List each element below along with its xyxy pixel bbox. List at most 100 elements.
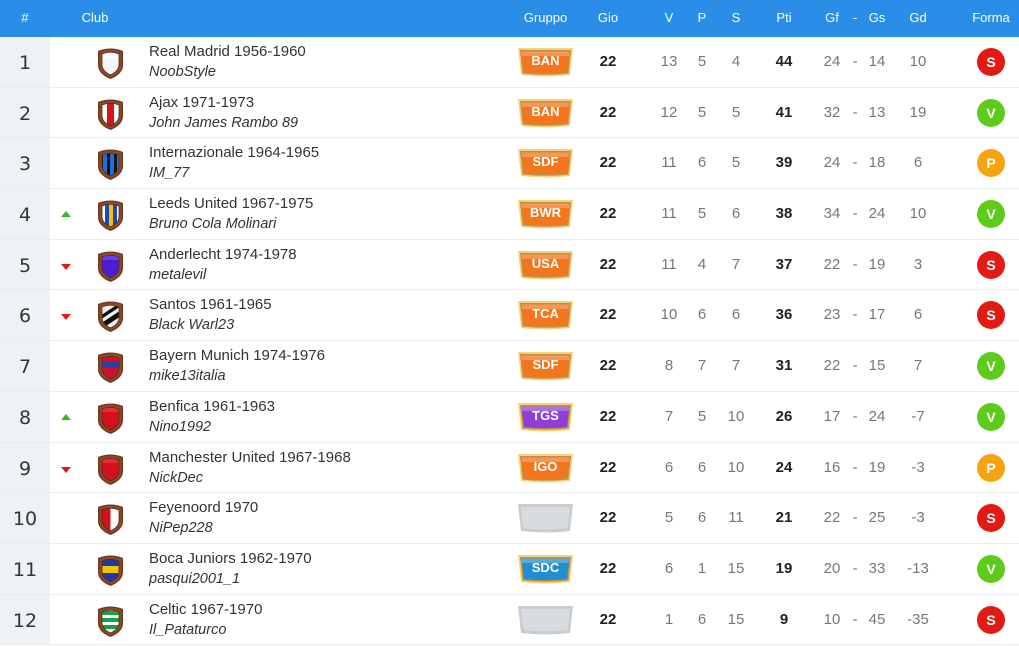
rank-number: 1 — [18, 52, 32, 74]
table-row[interactable]: 6 Santos 1961-1965 Black Warl23 TCA 22 1… — [0, 290, 1019, 342]
group-badge[interactable]: SDF — [515, 147, 576, 179]
group-badge[interactable]: TCA — [515, 299, 576, 331]
manager-name[interactable]: Black Warl23 — [149, 317, 235, 334]
table-row[interactable]: 8 Benfica 1961-1963 Nino1992 TGS 22 7 5 … — [0, 391, 1019, 443]
table-row[interactable]: 5 Anderlecht 1974-1978 metalevil USA 22 … — [0, 239, 1019, 291]
header-form[interactable]: Forma — [972, 10, 1010, 25]
manager-name[interactable]: IM_77 — [149, 165, 190, 182]
form-badge: V — [977, 98, 1005, 127]
header-group[interactable]: Gruppo — [523, 10, 568, 25]
club-name[interactable]: Benfica 1961-1963 — [149, 397, 275, 415]
goals-separator: - — [852, 306, 858, 324]
table-row[interactable]: 12 Celtic 1967-1970 Il_Pataturco 22 1 6 … — [0, 594, 1019, 646]
group-badge[interactable]: IGO — [515, 452, 576, 484]
won-value: 13 — [660, 53, 678, 70]
rank-number: 7 — [18, 356, 32, 379]
won-value: 12 — [660, 103, 678, 121]
club-name[interactable]: Leeds United 1967-1975 — [149, 195, 314, 213]
header-lost[interactable]: S — [731, 10, 741, 25]
club-name[interactable]: Feyenoord 1970 — [149, 499, 259, 517]
goals-against-value: 33 — [868, 559, 886, 577]
won-value: 10 — [660, 306, 678, 324]
goals-separator: - — [852, 509, 858, 527]
goal-diff-value: -13 — [907, 559, 929, 577]
form-badge: S — [977, 504, 1005, 533]
group-badge-label: IGO — [533, 458, 558, 474]
manager-name[interactable]: NickDec — [149, 469, 203, 486]
manager-name[interactable]: Bruno Cola Molinari — [149, 216, 277, 233]
header-points[interactable]: Pti — [776, 10, 792, 25]
club-name[interactable]: Bayern Munich 1974-1976 — [149, 347, 325, 365]
table-row[interactable]: 7 Bayern Munich 1974-1976 mike13italia S… — [0, 341, 1019, 392]
lost-value: 5 — [731, 103, 741, 121]
goal-diff-value: 6 — [913, 154, 923, 172]
goal-diff-value: -3 — [911, 509, 925, 527]
played-value: 22 — [599, 559, 617, 577]
club-name[interactable]: Boca Juniors 1962-1970 — [149, 549, 312, 567]
goals-separator: - — [852, 559, 858, 577]
rank-cell — [0, 493, 50, 543]
header-rank[interactable]: # — [21, 10, 29, 25]
drawn-value: 6 — [697, 509, 707, 527]
club-name[interactable]: Santos 1961-1965 — [149, 296, 272, 314]
table-row[interactable]: 2 Ajax 1971-1973 John James Rambo 89 BAN… — [0, 87, 1019, 139]
goals-against-value: 24 — [868, 407, 886, 425]
table-row[interactable]: 4 Leeds United 1967-1975 Bruno Cola Moli… — [0, 189, 1019, 240]
club-name[interactable]: Ajax 1971-1973 — [149, 93, 255, 111]
table-row[interactable]: 11 Boca Juniors 1962-1970 pasqui2001_1 S… — [0, 543, 1019, 595]
header-goals-against[interactable]: Gs — [868, 10, 886, 25]
group-badge[interactable]: SDC — [515, 553, 576, 585]
club-shield-icon — [98, 454, 123, 485]
goal-diff-value: -7 — [911, 407, 925, 425]
manager-name[interactable]: Nino1992 — [149, 418, 212, 435]
rank-cell — [0, 189, 50, 239]
header-played[interactable]: Gio — [597, 10, 619, 25]
rank-number: 10 — [12, 508, 38, 531]
header-won[interactable]: V — [664, 10, 674, 25]
lost-value: 10 — [727, 407, 745, 425]
played-value: 22 — [599, 357, 617, 375]
table-row[interactable]: 10 Feyenoord 1970 NiPep228 22 5 6 11 21 … — [0, 493, 1019, 544]
group-badge[interactable]: BAN — [515, 97, 576, 129]
group-badge[interactable] — [515, 502, 576, 534]
drawn-value: 6 — [697, 610, 707, 628]
group-badge[interactable]: BWR — [515, 198, 576, 230]
manager-name[interactable]: John James Rambo 89 — [149, 114, 299, 131]
goals-for-value: 24 — [823, 154, 841, 172]
header-goal-diff[interactable]: Gd — [909, 10, 927, 25]
lost-value: 7 — [731, 357, 741, 375]
rank-number: 2 — [18, 102, 32, 125]
manager-name[interactable]: NoobStyle — [149, 64, 216, 80]
drawn-value: 6 — [697, 458, 707, 476]
group-badge[interactable]: USA — [515, 249, 576, 281]
manager-name[interactable]: Il_Pataturco — [149, 621, 227, 638]
club-name[interactable]: Internazionale 1964-1965 — [149, 144, 320, 162]
group-badge[interactable] — [515, 604, 576, 636]
group-badge[interactable]: BAN — [515, 46, 576, 78]
rank-number: 12 — [12, 609, 38, 632]
manager-name[interactable]: pasqui2001_1 — [149, 570, 241, 587]
club-name[interactable]: Real Madrid 1956-1960 — [149, 43, 306, 60]
won-value: 11 — [661, 205, 677, 223]
header-drawn[interactable]: P — [697, 10, 707, 25]
played-value: 22 — [599, 205, 617, 223]
manager-name[interactable]: mike13italia — [149, 368, 226, 385]
trend-down-icon — [61, 466, 71, 473]
points-value: 41 — [775, 103, 793, 121]
manager-name[interactable]: metalevil — [149, 266, 207, 283]
header-goals-for[interactable]: Gf — [825, 10, 839, 25]
rank-number: 9 — [18, 457, 32, 480]
manager-name[interactable]: NiPep228 — [149, 520, 213, 537]
table-row[interactable]: 9 Manchester United 1967-1968 NickDec IG… — [0, 442, 1019, 494]
rank-cell — [0, 391, 50, 442]
table-row[interactable]: 1 Real Madrid 1956-1960 NoobStyle BAN 22… — [0, 37, 1019, 88]
group-badge[interactable]: SDF — [515, 350, 576, 382]
club-name[interactable]: Anderlecht 1974-1978 — [149, 245, 297, 263]
lost-value: 5 — [731, 154, 741, 172]
group-badge[interactable]: TGS — [515, 401, 576, 433]
club-name[interactable]: Celtic 1967-1970 — [149, 600, 263, 618]
table-row[interactable]: 3 Internazionale 1964-1965 IM_77 SDF 22 … — [0, 138, 1019, 190]
club-name[interactable]: Manchester United 1967-1968 — [149, 448, 351, 466]
header-club[interactable]: Club — [81, 10, 109, 25]
goals-for-value: 20 — [823, 559, 841, 577]
